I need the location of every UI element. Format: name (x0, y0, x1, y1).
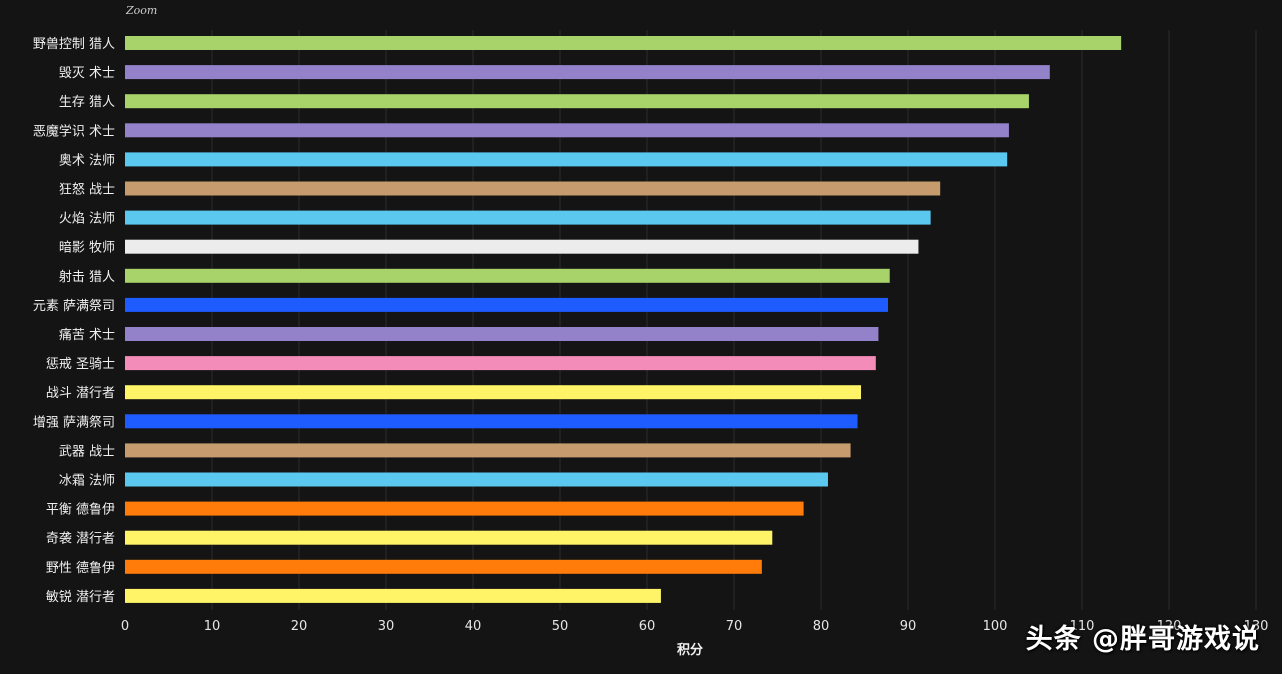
category-label: 惩戒 圣骑士 (46, 357, 115, 372)
category-label: 战斗 潜行者 (46, 386, 115, 401)
bar (125, 414, 858, 429)
bar (125, 181, 941, 196)
corner-label: Zoom (125, 4, 157, 17)
category-label: 野性 德鲁伊 (46, 561, 115, 576)
category-label: 增强 萨满祭司 (33, 415, 115, 430)
x-tick-label: 90 (900, 619, 917, 634)
category-label: 恶魔学识 术士 (33, 123, 115, 139)
bar (125, 94, 1029, 109)
bar (125, 501, 804, 516)
category-label: 冰霜 法师 (59, 474, 115, 489)
category-label: 射击 猎人 (59, 269, 115, 285)
bar (125, 239, 919, 254)
category-label: 奇袭 潜行者 (46, 531, 115, 547)
bar (125, 356, 876, 371)
bar (125, 65, 1050, 80)
category-label: 火焰 法师 (59, 212, 115, 227)
x-tick-label: 0 (121, 619, 129, 634)
bar (125, 152, 1008, 167)
x-tick-label: 50 (552, 619, 569, 634)
bar (125, 210, 931, 225)
bar (125, 297, 888, 312)
bar (125, 123, 1009, 138)
x-tick-label: 120 (1157, 619, 1182, 634)
category-label: 生存 猎人 (59, 95, 115, 110)
x-tick-label: 20 (291, 619, 308, 634)
x-tick-label: 40 (465, 619, 482, 634)
x-tick-label: 10 (204, 619, 221, 634)
x-tick-label: 60 (639, 619, 656, 634)
category-label: 狂怒 战士 (59, 183, 115, 198)
bars (125, 36, 1122, 603)
category-label: 奥术 法师 (59, 153, 115, 168)
x-axis-title: 积分 (677, 642, 703, 658)
bar (125, 443, 851, 458)
bar (125, 472, 828, 487)
category-label: 平衡 德鲁伊 (46, 503, 115, 518)
category-label: 痛苦 术士 (59, 327, 115, 343)
category-label: 毁灭 术士 (59, 66, 115, 81)
x-tick-label: 30 (378, 619, 395, 634)
bar (125, 327, 879, 341)
bar (125, 385, 862, 400)
x-tick-label: 70 (726, 619, 743, 634)
category-label: 武器 战士 (59, 444, 115, 459)
x-tick-labels: 0 10 20 30 40 50 60 70 80 90 100 110 120 130 (121, 619, 1269, 634)
category-label: 敏锐 潜行者 (46, 590, 115, 605)
x-tick-label: 130 (1244, 619, 1269, 634)
bar (125, 530, 773, 545)
grid-lines (211, 30, 1257, 610)
x-tick-label: 100 (983, 619, 1008, 634)
bar (125, 36, 1122, 50)
x-tick-label: 110 (1070, 619, 1095, 634)
watermark: 头条 @胖哥游戏说 (1025, 624, 1260, 655)
x-tick-label: 80 (813, 619, 830, 634)
category-label: 暗影 牧师 (59, 241, 115, 256)
bar (125, 559, 762, 574)
category-label: 野兽控制 猎人 (33, 37, 115, 52)
category-label: 元素 萨满祭司 (33, 299, 115, 314)
bar (125, 268, 890, 283)
bar (125, 588, 661, 603)
